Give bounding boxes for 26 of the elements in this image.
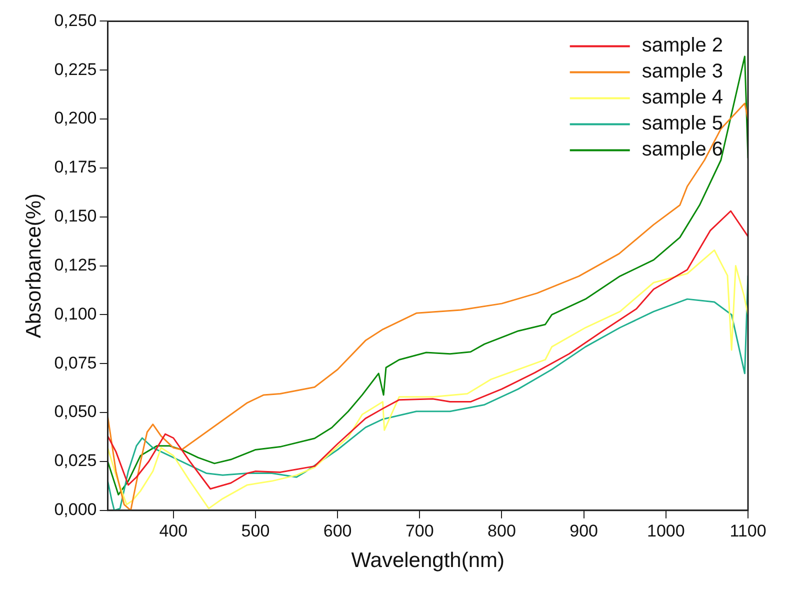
- x-tick-label: 700: [405, 521, 434, 540]
- y-tick-label: 0,150: [54, 206, 97, 226]
- y-tick-label: 0,175: [54, 158, 97, 177]
- y-axis-title: Absorbance(%): [22, 193, 46, 338]
- x-axis-title: Wavelength(nm): [351, 549, 505, 572]
- x-tick-label: 400: [159, 521, 188, 540]
- x-tick-label: 1100: [730, 521, 766, 540]
- legend-label: sample 4: [642, 86, 724, 109]
- y-tick-label: 0,025: [54, 451, 97, 470]
- x-tick-label: 500: [241, 521, 270, 540]
- y-tick-label: 0,050: [54, 402, 97, 422]
- legend-label: sample 2: [642, 34, 724, 57]
- y-tick-label: 0,225: [54, 60, 97, 79]
- x-tick-label: 900: [570, 521, 598, 540]
- y-tick-label: 0,100: [54, 304, 97, 324]
- legend-label: sample 6: [642, 138, 724, 161]
- y-tick-label: 0,075: [54, 353, 97, 372]
- legend-label: sample 3: [642, 60, 724, 83]
- x-tick-label: 600: [323, 521, 352, 540]
- y-tick-label: 0,000: [54, 500, 97, 520]
- y-tick-label: 0,250: [54, 10, 97, 30]
- x-tick-label: 1000: [647, 521, 685, 540]
- y-tick-label: 0,125: [54, 255, 97, 274]
- legend-label: sample 5: [642, 112, 724, 135]
- y-tick-label: 0,200: [54, 108, 97, 128]
- x-tick-label: 800: [488, 521, 516, 540]
